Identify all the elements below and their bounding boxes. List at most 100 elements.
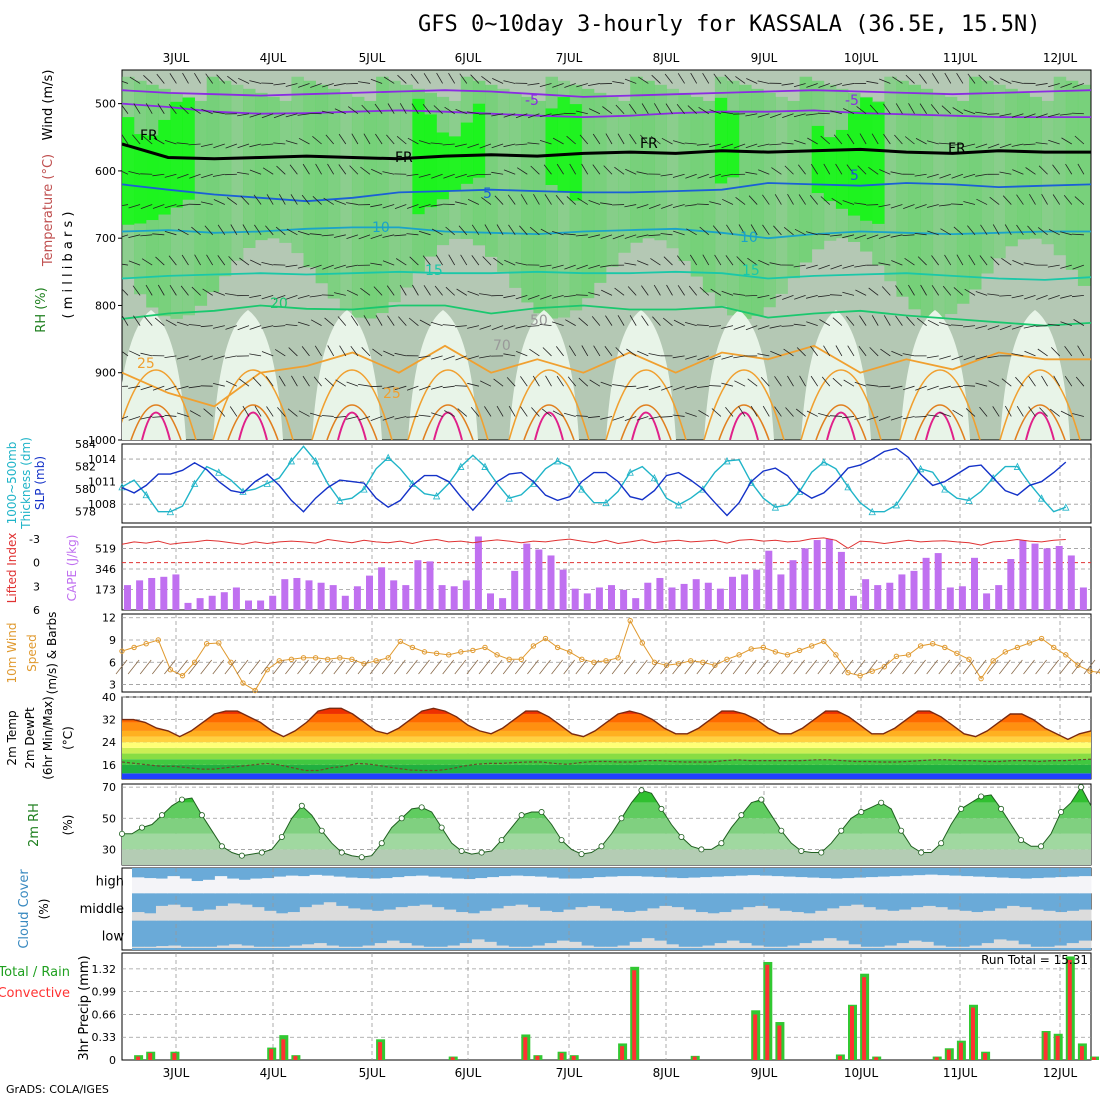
cape-bar [414, 560, 422, 610]
dry-bulge [408, 310, 478, 440]
wind-barb [552, 321, 564, 327]
surface-barb [769, 659, 781, 675]
rh-column [279, 100, 292, 243]
wind-barb [467, 143, 480, 149]
temp-band [122, 753, 1091, 760]
thickness-point [965, 496, 973, 504]
cape-bar [656, 577, 664, 610]
wind-barb [140, 385, 153, 391]
wind-barb [1016, 194, 1024, 205]
wind-barb [201, 173, 213, 179]
isotherm-line [122, 142, 1091, 161]
wind-barb [785, 407, 794, 417]
cloud-clear-segment [1067, 876, 1080, 894]
cloud-clear-segment [996, 877, 1009, 894]
isotherm-25-arc [311, 369, 393, 440]
rh-point [158, 812, 165, 819]
wind-barb [696, 143, 709, 146]
wind-barb [866, 234, 879, 240]
wind-barb [230, 224, 238, 236]
wind-barb [660, 233, 673, 236]
surface-barb [563, 659, 576, 675]
wind-speed-point [917, 643, 924, 649]
isotherm-25-arc [407, 369, 489, 440]
rh-point [478, 849, 485, 856]
wind-barb [556, 163, 564, 175]
axis-title-rh2m: 2m RH [27, 803, 42, 847]
wind-barb [423, 285, 431, 296]
wind-barb [539, 264, 552, 268]
wind-speed-point [470, 647, 476, 654]
surface-barb [212, 659, 225, 675]
wind-barb [581, 163, 589, 175]
wind-speed-point [579, 656, 585, 663]
wind-barb [1074, 135, 1085, 145]
wind-barb [375, 315, 383, 326]
wind-barb [624, 204, 637, 208]
wind-speed-point [796, 647, 803, 654]
wind-barb [261, 143, 274, 146]
rh-point [298, 802, 305, 809]
wind-barb [733, 143, 746, 149]
wind-barb [677, 73, 685, 84]
wind-speed-point [518, 656, 524, 663]
wind-barb [975, 382, 988, 387]
wind-barb [566, 196, 576, 205]
axis-title-temp-unit: (°C) [61, 726, 75, 750]
cloud-clear-segment [527, 907, 541, 921]
rh-point [838, 827, 845, 834]
precip-convective-bar [172, 1053, 177, 1060]
surface-barb [466, 659, 479, 675]
wind-barb [338, 133, 347, 145]
wind-barb [539, 83, 552, 87]
wind-barb [866, 384, 879, 387]
wind-barb [690, 72, 698, 84]
cloud-clear-segment [262, 878, 275, 894]
wind-barb [181, 254, 189, 266]
cloud-clear-segment [443, 909, 457, 921]
cloud-clear-segment [1043, 877, 1056, 894]
wind-barb [301, 346, 310, 357]
thickness-point [142, 490, 150, 499]
wind-barb [237, 143, 250, 149]
wind-barb [629, 133, 637, 145]
wind-barb [312, 135, 322, 145]
cape-bar [971, 557, 978, 610]
wind-barb [261, 325, 274, 329]
wind-barb [406, 204, 419, 209]
surface-barb [841, 659, 854, 675]
wind-barb [143, 75, 153, 84]
wind-speed-point [942, 644, 948, 651]
wind-speed-point [143, 641, 149, 647]
wind-barb [795, 408, 806, 417]
wind-barb [600, 264, 613, 268]
wind-barb [529, 226, 540, 236]
wind-barb [738, 406, 746, 417]
cloud-clear-segment [735, 875, 749, 894]
wind-barb [164, 355, 177, 358]
cloud-clear-segment [475, 878, 488, 894]
wind-barb [309, 233, 322, 236]
wind-barb [869, 104, 879, 114]
wind-barb [588, 108, 601, 115]
wind-barb [636, 204, 649, 209]
axis-title-barbs: (m/s) & Barbs [45, 612, 59, 695]
wind-barb [581, 345, 589, 357]
wind-barb [309, 294, 322, 298]
precip-convective-bar [874, 1057, 879, 1060]
wind-barb [858, 346, 867, 357]
wind-barb [480, 380, 492, 387]
wind-barb [346, 381, 359, 387]
wind-barb [650, 136, 661, 145]
thickness-point [336, 496, 344, 504]
cape-bar [644, 582, 652, 610]
wind-barb [396, 135, 407, 145]
wind-barb [787, 193, 794, 205]
wind-barb [133, 103, 141, 114]
wind-barb [602, 106, 613, 115]
wind-speed-point [119, 648, 125, 654]
thickness-point [699, 485, 707, 493]
wind-barb [1023, 143, 1036, 146]
wind-barb [394, 234, 407, 237]
wind-barb [278, 375, 286, 387]
